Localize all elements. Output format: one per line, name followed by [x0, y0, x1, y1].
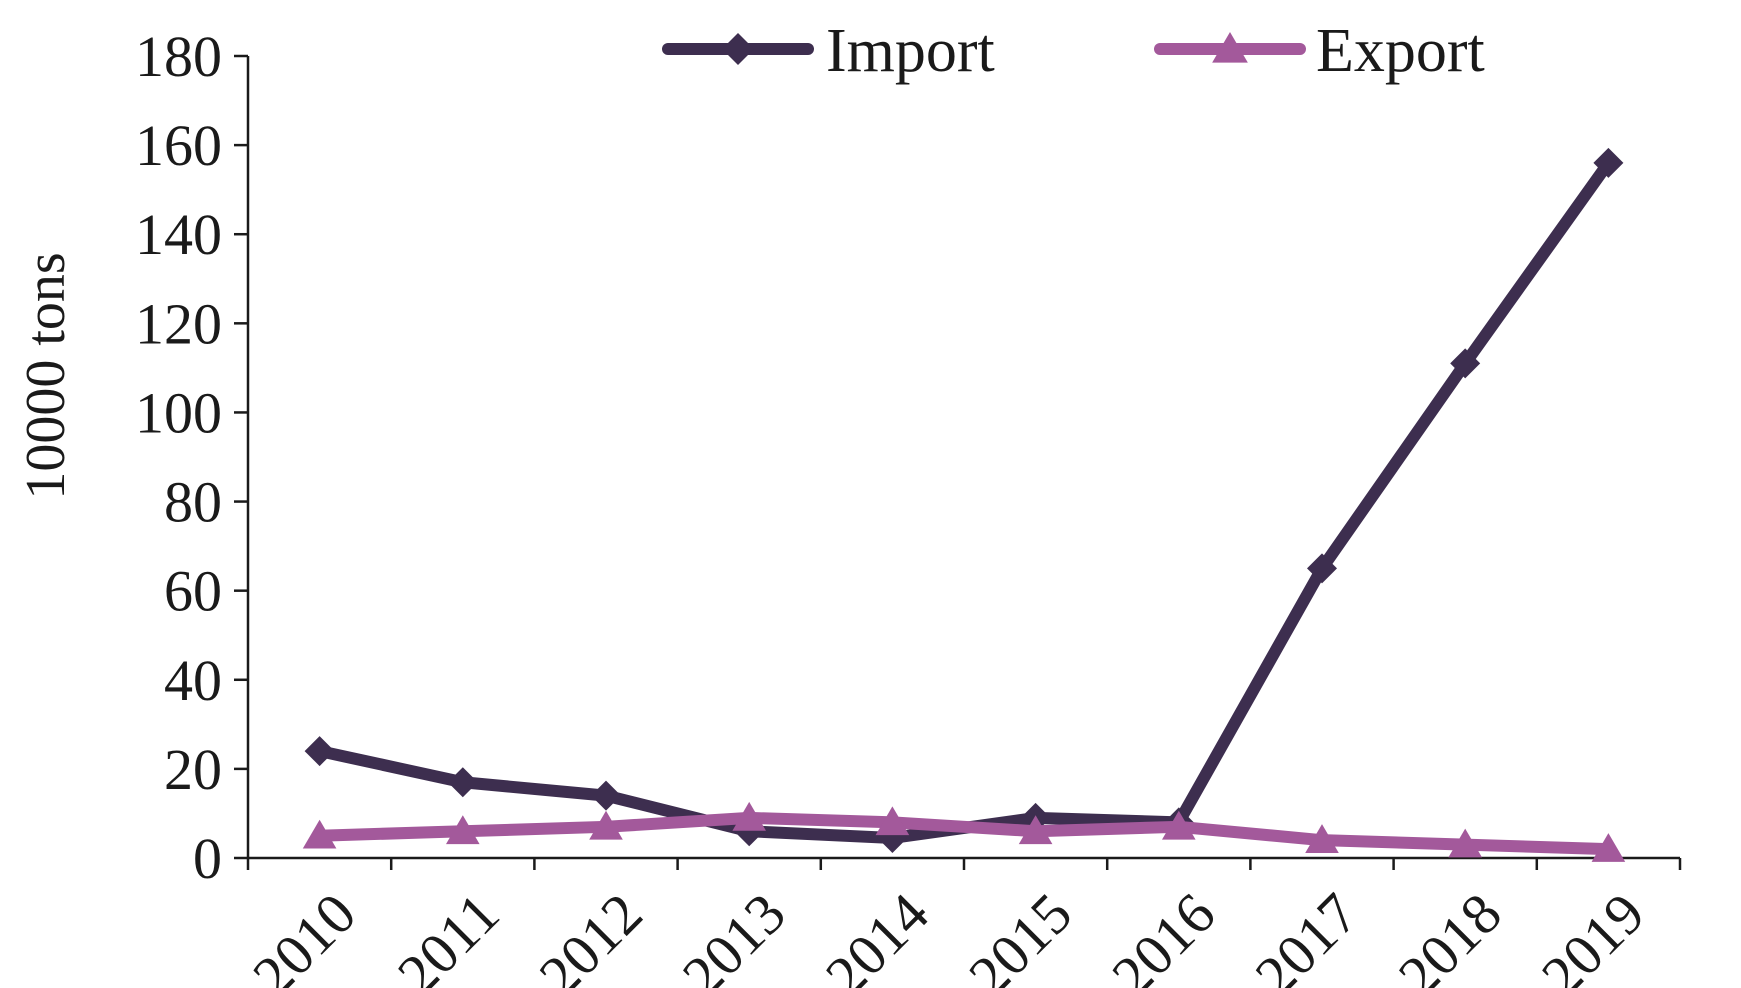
- series-import: [304, 147, 1624, 853]
- data-point-export: [1305, 824, 1339, 853]
- y-tick-label: 60: [164, 559, 222, 624]
- y-tick-label: 140: [135, 202, 222, 267]
- data-point-export: [446, 815, 480, 845]
- legend: Import Export: [662, 17, 1485, 85]
- legend-label: Import: [826, 17, 995, 85]
- series-line-import: [313, 156, 1615, 844]
- x-tick-label: 2014: [813, 881, 941, 988]
- y-tick-label: 100: [135, 380, 222, 445]
- legend-marker-triangle: [1212, 32, 1248, 63]
- legend-item-import: Import: [662, 17, 995, 85]
- x-tick-label: 2016: [1099, 881, 1227, 988]
- data-point-export: [1162, 810, 1196, 840]
- data-point-export: [589, 810, 623, 840]
- x-tick-label: 2017: [1243, 881, 1371, 988]
- series-export: [302, 801, 1626, 862]
- x-tick-label: 2019: [1529, 881, 1657, 988]
- x-tick-label: 2011: [385, 881, 511, 988]
- y-tick-label: 120: [135, 291, 222, 356]
- legend-label: Export: [1316, 17, 1485, 85]
- data-point-export: [1448, 828, 1482, 858]
- y-axis-title: 10000 tons: [15, 252, 77, 499]
- legend-item-export: Export: [1154, 17, 1485, 85]
- y-tick-label: 20: [164, 737, 222, 802]
- data-point-import: [1593, 147, 1624, 178]
- y-tick-label: 180: [135, 24, 222, 89]
- x-tick-label: 2012: [527, 881, 655, 988]
- y-tick-label: 0: [193, 826, 222, 891]
- data-point-export: [302, 819, 337, 849]
- legend-marker-diamond: [722, 33, 754, 65]
- series-layer: [302, 147, 1626, 862]
- data-point-export: [1591, 833, 1626, 862]
- data-point-export: [875, 806, 910, 836]
- y-tick-label: 160: [135, 113, 222, 178]
- x-tick-label: 2015: [956, 881, 1084, 988]
- data-point-import: [591, 780, 621, 811]
- y-tick-label: 80: [164, 470, 222, 535]
- x-tick-label: 2010: [240, 881, 368, 988]
- data-point-import: [1450, 348, 1481, 379]
- x-tick-label: 2013: [670, 881, 798, 988]
- data-point-import: [447, 767, 478, 798]
- data-point-import: [1307, 553, 1337, 584]
- data-point-export: [732, 801, 766, 831]
- data-point-import: [304, 736, 335, 767]
- x-tick-label: 2018: [1386, 881, 1514, 988]
- y-tick-label: 40: [164, 648, 222, 713]
- series-line-export: [313, 811, 1615, 856]
- data-point-export: [1018, 815, 1053, 845]
